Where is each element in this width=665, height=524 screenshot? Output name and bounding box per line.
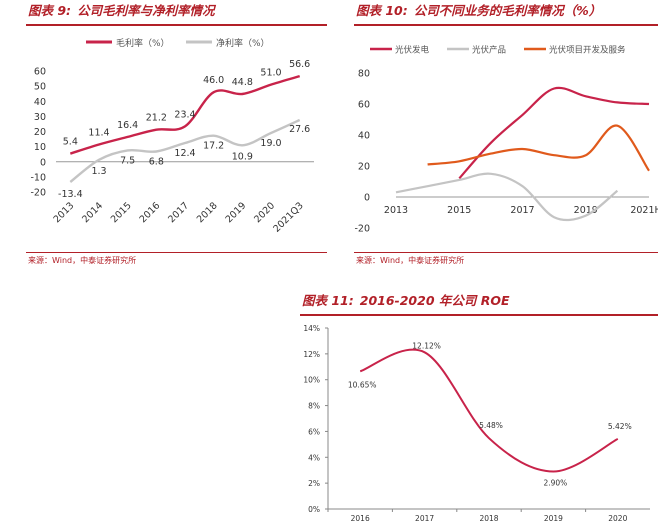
legend-label: 净利率（%） <box>216 37 270 49</box>
x-tick-label: 2019 <box>544 514 563 523</box>
x-tick-label: 2018 <box>479 514 498 523</box>
legend-label: 光伏发电 <box>395 45 430 56</box>
data-label: 19.0 <box>260 138 281 149</box>
panel-title: 图表 11: 2016-2020 年公司 ROE <box>300 290 658 316</box>
panel-title: 图表 10: 公司不同业务的毛利率情况（%） <box>354 0 658 26</box>
y-tick-label: 40 <box>34 97 46 108</box>
y-tick-label: -20 <box>354 224 370 235</box>
x-tick-label: 2017 <box>166 200 191 225</box>
series-line-roe <box>359 348 619 473</box>
series-line-pv-products <box>395 172 619 222</box>
x-tick-label: 2016 <box>138 200 163 225</box>
series-line-pv-power <box>458 86 650 180</box>
y-tick-label: 2% <box>308 479 320 488</box>
data-label: 46.0 <box>203 75 224 86</box>
data-label: 21.2 <box>146 113 167 124</box>
series-line-pv-dev-services <box>427 124 650 172</box>
y-tick-label: 0 <box>364 193 370 204</box>
x-tick-label: 2016 <box>351 514 370 523</box>
figure-number: 图表 10: <box>356 3 408 18</box>
series-line-gross-margin <box>69 74 301 155</box>
data-label: 10.65% <box>348 380 377 389</box>
figure-title: 公司毛利率与净利率情况 <box>77 3 215 18</box>
data-label: 56.6 <box>289 59 310 70</box>
data-label: 51.0 <box>260 68 281 79</box>
y-tick-label: 50 <box>34 82 46 93</box>
legend-label: 光伏项目开发及服务 <box>549 45 626 56</box>
data-label: 11.4 <box>88 128 109 139</box>
series-line-net-margin <box>69 118 301 183</box>
x-tick-label: 2020 <box>608 514 627 523</box>
x-tick-label: 2015 <box>447 205 471 216</box>
data-label: 6.8 <box>149 156 164 167</box>
y-tick-label: 0% <box>308 505 320 514</box>
chart-panel-gross-net-margin: 图表 9: 公司毛利率与净利率情况 毛利率（%） 净利率（%） -20 -10 0 10 20… <box>26 0 327 272</box>
y-tick-label: 6% <box>308 427 320 436</box>
x-tick-label: 2013 <box>384 205 408 216</box>
x-tick-label: 2019 <box>574 205 598 216</box>
figure-title: 公司不同业务的毛利率情况（%） <box>413 3 602 18</box>
y-tick-label: 8% <box>308 402 320 411</box>
data-label: 44.8 <box>232 77 253 88</box>
figure-number: 图表 11: <box>302 293 354 308</box>
x-tick-label: 2021Q3 <box>271 200 305 234</box>
legend-label: 光伏产品 <box>472 45 506 56</box>
x-tick-label: 2015 <box>109 200 134 225</box>
source-note: 来源：Wind，中泰证券研究所 <box>26 252 327 269</box>
y-tick-label: 12% <box>303 350 320 359</box>
x-tick-label: 2014 <box>80 200 105 225</box>
roe-line-chart: 0% 2% 4% 6% 8% 10% 12% 14% 2016 2017 2018 2019 2020 1… <box>303 324 650 523</box>
y-tick-label: 4% <box>308 453 320 462</box>
figure-title: 2016-2020 年公司 ROE <box>359 293 510 308</box>
business-margin-line-chart: 光伏发电 光伏产品 光伏项目开发及服务 -20 0 20 40 60 80 2013 2015 201… <box>354 45 658 235</box>
y-tick-label: 60 <box>34 67 46 78</box>
y-tick-label: 20 <box>34 127 46 138</box>
data-label: 5.4 <box>63 137 78 148</box>
x-tick-label: 2021H1 <box>630 205 658 216</box>
panel-title: 图表 9: 公司毛利率与净利率情况 <box>26 0 327 26</box>
x-tick-label: 2013 <box>52 200 77 225</box>
data-label: 17.2 <box>203 141 224 152</box>
data-label: 2.90% <box>543 479 567 488</box>
figure-number: 图表 9: <box>28 3 72 18</box>
y-tick-label: -20 <box>30 188 46 199</box>
y-tick-label: 0 <box>40 157 46 168</box>
y-tick-label: 80 <box>358 69 370 80</box>
y-tick-label: 20 <box>358 162 370 173</box>
y-tick-label: 30 <box>34 112 46 123</box>
y-tick-label: -10 <box>30 172 46 183</box>
data-label: 5.42% <box>608 422 632 431</box>
y-tick-label: 10% <box>303 376 320 385</box>
y-tick-label: 60 <box>358 100 370 111</box>
data-label: -13.4 <box>58 189 83 200</box>
x-tick-label: 2017 <box>415 514 434 523</box>
data-label: 23.4 <box>174 109 195 120</box>
data-label: 1.3 <box>91 166 106 177</box>
data-label: 12.4 <box>174 148 195 159</box>
x-tick-label: 2020 <box>252 200 277 225</box>
chart-panel-roe: 图表 11: 2016-2020 年公司 ROE 0% 2% 4% 6% 8% 10% 12%… <box>300 290 658 523</box>
data-label: 5.48% <box>479 421 503 430</box>
chart-panel-business-margin: 图表 10: 公司不同业务的毛利率情况（%） 光伏发电 光伏产品 光伏项目开发及服务 -… <box>354 0 658 272</box>
x-tick-label: 2018 <box>195 200 220 225</box>
data-label: 7.5 <box>120 155 135 166</box>
x-tick-label: 2017 <box>510 205 534 216</box>
data-label: 12.12% <box>412 341 441 350</box>
source-note: 来源：Wind，中泰证券研究所 <box>354 252 658 269</box>
y-tick-label: 14% <box>303 324 320 333</box>
y-tick-label: 40 <box>358 131 370 142</box>
legend-label: 毛利率（%） <box>116 37 170 49</box>
y-tick-label: 10 <box>34 142 46 153</box>
data-label: 10.9 <box>232 151 253 162</box>
x-tick-label: 2019 <box>224 200 249 225</box>
data-label: 16.4 <box>117 120 138 131</box>
data-label: 27.6 <box>289 124 310 135</box>
